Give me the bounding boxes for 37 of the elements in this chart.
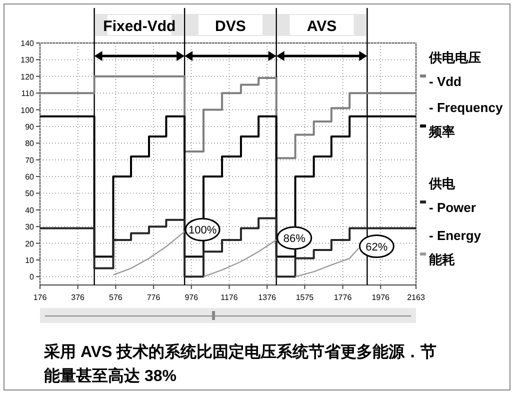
text: 采用 AVS 技术的系统比固定电压系统节省更多能源．节能量甚至高达 38% [43, 343, 437, 385]
y-tick-label: 110 [21, 89, 35, 98]
annotation: 86% [283, 232, 306, 245]
ref-line-label: AVS [306, 18, 337, 35]
y-tick-label: 140 [20, 39, 35, 48]
y-tick-label: 60 [25, 172, 35, 182]
x-tick-label: 376 [71, 293, 86, 302]
y-tick-label: 20 [25, 239, 35, 248]
legend-label: 供电电压 - Vdd [428, 50, 481, 89]
x-tick-label: 1976 [372, 293, 390, 302]
x-tick-label: 2163 [407, 293, 426, 302]
y-tick-label: 0 [30, 272, 35, 282]
y-tick-label: 80 [25, 139, 35, 148]
x-tick-label: 776 [146, 293, 161, 302]
x-tick-label: 576 [109, 293, 123, 302]
y-tick-label: 70 [25, 156, 35, 165]
x-tick-label: 976 [184, 293, 199, 302]
x-tick-label: 1176 [220, 293, 238, 302]
x-tick-label: 1575 [296, 293, 314, 302]
ref-line-label: DVS [215, 18, 246, 35]
y-tick-label: 10 [25, 256, 35, 265]
x-tick-label: 1376 [258, 293, 277, 302]
y-tick-label: 40 [25, 206, 35, 215]
legend-label: - Frequency 频率 [428, 100, 504, 139]
x-tick-label: 176 [33, 293, 48, 302]
ref-line-label: Fixed-Vdd [103, 18, 176, 35]
x-tick-label: 1776 [334, 293, 352, 302]
y-tick-label: 130 [20, 56, 35, 65]
y-tick-label: 90 [25, 122, 35, 132]
y-tick-label: 100 [20, 106, 35, 115]
annotation: 62% [366, 241, 388, 254]
y-tick-label: 30 [25, 222, 35, 232]
annotation: 100% [188, 224, 217, 237]
y-tick-label: 120 [20, 72, 35, 82]
legend-label: - Energy 能耗 [429, 228, 482, 267]
legend-label: 供电 - Power [428, 176, 476, 215]
y-tick-label: 50 [25, 189, 35, 198]
